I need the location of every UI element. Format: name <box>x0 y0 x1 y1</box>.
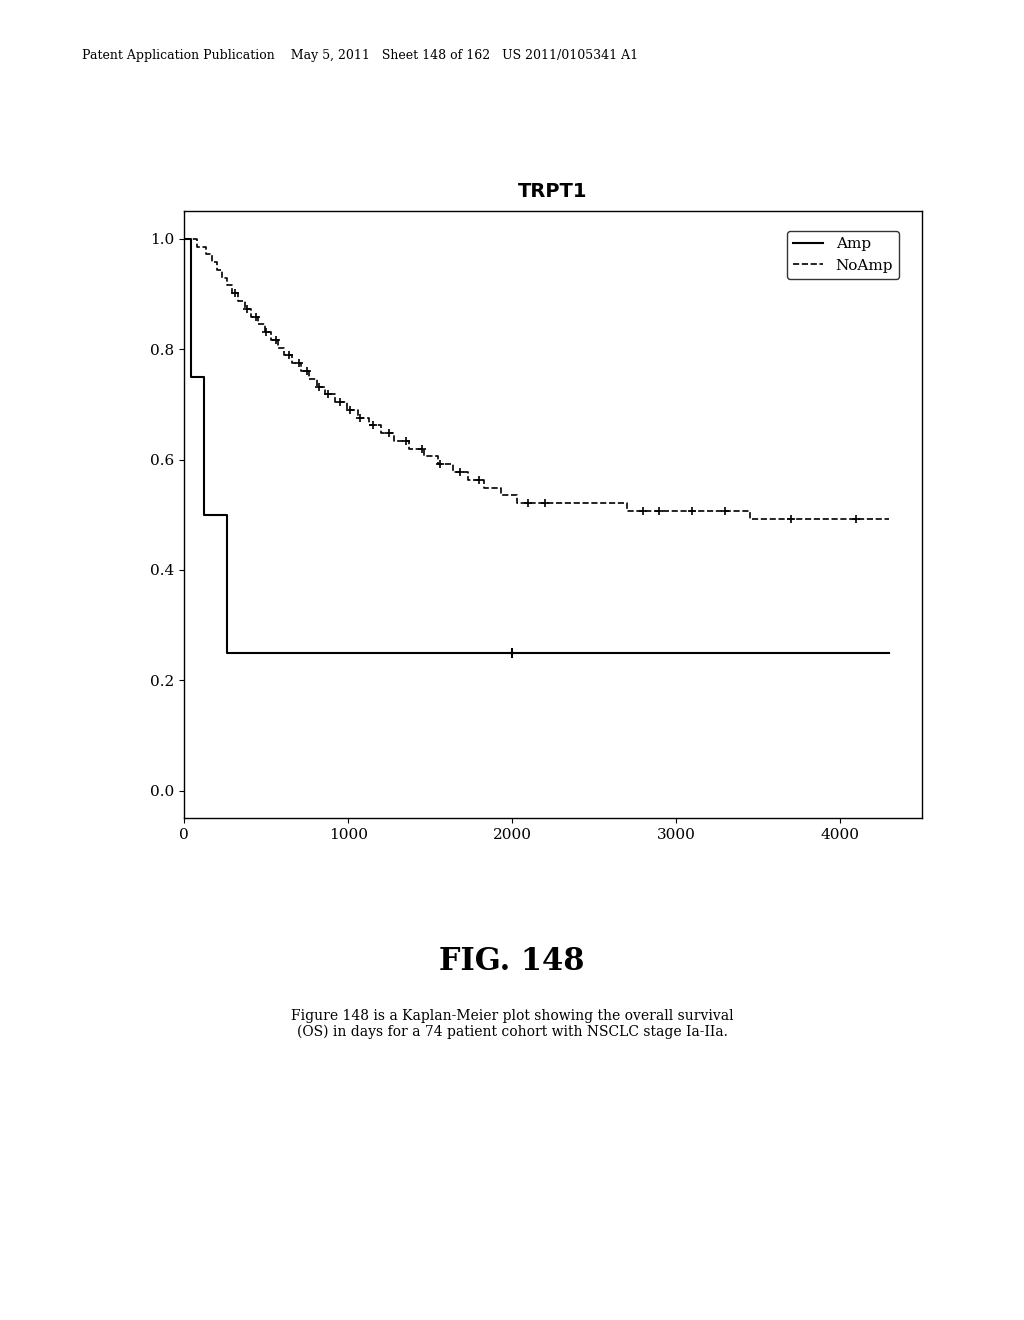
Title: TRPT1: TRPT1 <box>518 182 588 202</box>
Text: Patent Application Publication    May 5, 2011   Sheet 148 of 162   US 2011/01053: Patent Application Publication May 5, 20… <box>82 49 638 62</box>
Legend: Amp, NoAmp: Amp, NoAmp <box>786 231 899 279</box>
Text: Figure 148 is a Kaplan-Meier plot showing the overall survival
(OS) in days for : Figure 148 is a Kaplan-Meier plot showin… <box>291 1008 733 1039</box>
Text: FIG. 148: FIG. 148 <box>439 946 585 977</box>
